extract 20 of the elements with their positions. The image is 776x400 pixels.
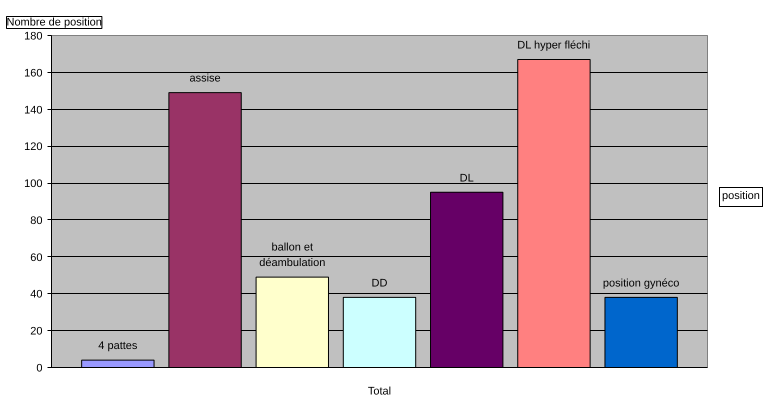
series-label: DL (460, 172, 474, 184)
y-tick-label: 100 (24, 178, 43, 190)
x-tick-label: Total (368, 386, 392, 398)
series-label: position gynéco (602, 277, 680, 290)
y-tick-label: 120 (24, 141, 43, 154)
y-tick-label: 140 (24, 104, 43, 116)
y-axis-title: Nombre de position (6, 16, 102, 28)
y-tick-label: 80 (30, 214, 43, 227)
y-tick-label: 0 (36, 362, 43, 374)
y-tick-label: 160 (24, 67, 43, 80)
series-label: ballon et déambulation (259, 242, 326, 270)
y-tick-label: 40 (30, 288, 43, 301)
y-tick-label: 20 (30, 326, 43, 338)
y-tick-label: 180 (24, 30, 43, 42)
legend-title: position (719, 187, 763, 207)
y-tick-label: 60 (30, 252, 43, 264)
series-label: assise (189, 72, 221, 85)
series-label: 4 pattes (98, 340, 138, 352)
series-label: DL hyper fléchi (517, 39, 590, 52)
series-label: DD (372, 277, 388, 290)
